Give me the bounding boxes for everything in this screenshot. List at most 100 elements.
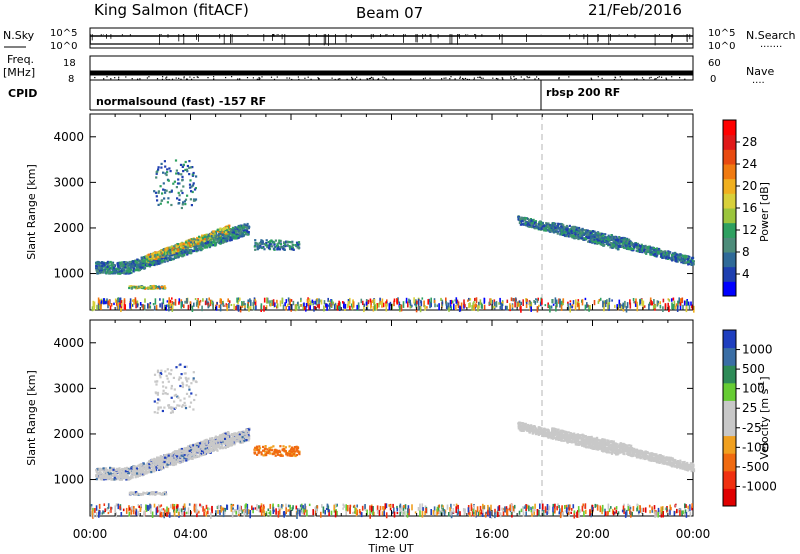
echo-cell [396,299,398,305]
echo-cell [186,298,188,304]
echo-cell [227,228,230,231]
echo-cell [342,301,344,304]
echo-cell [305,306,307,312]
echo-cell [680,261,683,264]
echo-cell [198,245,201,248]
nave-dot [207,76,209,79]
echo-cell [226,304,228,312]
echo-cell [338,305,340,310]
echo-cell [205,246,208,249]
echo-cell [559,301,561,308]
echo-cell [323,305,325,312]
echo-cell [641,251,644,254]
echo-cell [596,241,600,244]
echo-cell [662,251,665,254]
echo-cell [593,235,597,238]
echo-cell [577,299,580,302]
echo-cell [296,302,299,305]
echo-cell [648,251,652,254]
echo-cell [110,263,113,267]
echo-cell [295,304,298,311]
echo-cell [100,304,102,311]
echo-cell [571,225,574,229]
nave-dot [619,76,621,78]
echo-cell [217,232,221,235]
echo-cell [269,245,272,248]
echo-cell [229,239,232,242]
echo-cell [655,247,658,250]
echo-cell [285,241,288,244]
echo-cell [148,303,150,309]
echo-cell [653,299,655,305]
echo-cell [532,225,535,228]
echo-cell [603,233,606,236]
echo-cell [561,230,564,233]
echo-cell [243,300,245,305]
echo-cell [532,222,536,225]
echo-cell [309,302,311,308]
echo-cell [182,185,185,188]
echo-cell [236,434,240,437]
echo-cell [687,260,690,263]
echo-cell [217,234,220,237]
echo-cell [570,230,573,233]
echo-cell [141,285,144,288]
date-label: 21/Feb/2016 [588,1,682,19]
echo-cell [175,252,178,255]
echo-cell [378,302,380,308]
echo-cell [499,297,501,305]
echo-cell [208,297,210,301]
echo-cell [153,305,156,311]
echo-cell [188,249,191,252]
echo-cell [219,227,222,230]
echo-cell [137,264,140,267]
echo-cell [237,433,240,436]
echo-cell [338,300,340,306]
echo-cell [534,220,537,223]
nave-tick-high: 60 [708,58,721,69]
echo-cell [163,253,166,256]
nave-dot [304,77,306,79]
echo-cell [520,222,523,225]
echo-cell [234,229,237,232]
echo-cell [216,237,219,240]
echo-cell [133,264,136,267]
echo-cell [173,245,176,248]
echo-cell [623,239,626,242]
echo-cell [577,237,580,241]
nave-dot [307,76,309,78]
echo-cell [149,255,152,258]
echo-cell [409,305,412,309]
echo-cell [670,298,673,302]
echo-cell [379,297,381,304]
echo-cell [282,246,285,249]
echo-cell [270,239,273,242]
echo-cell [117,272,120,275]
echo-cell [219,242,222,245]
echo-cell [469,298,472,301]
echo-cell [619,303,621,309]
echo-cell [663,255,666,258]
echo-cell [180,206,183,210]
echo-cell [582,229,586,232]
echo-cell [137,267,140,270]
echo-cell [175,186,178,189]
nave-dot [502,78,504,81]
echo-cell [447,302,450,308]
echo-cell [626,239,629,242]
echo-cell [230,229,233,232]
nave-dot [372,78,374,80]
echo-cell [110,303,113,307]
nave-dot [648,77,651,79]
echo-cell [598,299,601,302]
echo-cell [197,239,200,242]
echo-cell [229,236,232,239]
nave-dot [175,77,177,79]
echo-cell [219,241,223,244]
echo-cell [328,300,331,303]
echo-cell [186,253,189,256]
echo-cell [609,242,612,245]
echo-cell [552,231,556,234]
echo-cell [171,250,175,253]
echo-cell [643,248,646,251]
